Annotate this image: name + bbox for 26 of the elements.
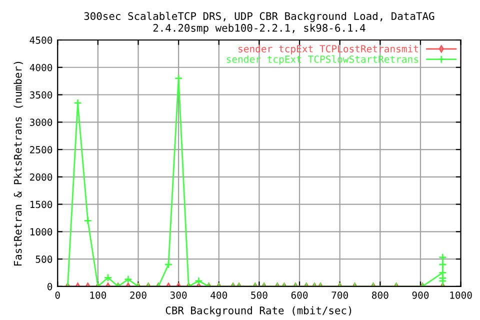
x-axis-title: CBR Background Rate (mbit/sec) — [166, 306, 352, 316]
y-tick-label: 1500 — [30, 200, 52, 208]
x-tick-label: 400 — [210, 291, 228, 299]
y-tick-label: 1000 — [30, 228, 52, 236]
y-tick-label: 2000 — [30, 173, 52, 181]
y-tick-label: 2500 — [30, 146, 52, 154]
x-tick-label: 900 — [412, 291, 429, 299]
y-tick-label: 4500 — [30, 36, 52, 44]
legend-label: sender tcpExt TCPLostRetransmit — [238, 44, 418, 54]
legend-label: sender tcpExt TCPSlowStartRetrans — [226, 55, 418, 65]
x-tick-label: 0 — [55, 291, 60, 299]
y-tick-label: 3500 — [30, 91, 52, 99]
y-axis-title: FastRetran & PktsRetrans (number) — [14, 62, 23, 266]
x-tick-label: 200 — [130, 291, 146, 299]
chart-title: 300sec ScalableTCP DRS, UDP CBR Background Load, DataTAG 2.4.20smp web100-2.2.1, sk98-6.1.4 — [84, 12, 434, 34]
x-tick-label: 300 — [170, 291, 187, 299]
x-tick-label: 100 — [90, 291, 106, 299]
y-tick-label: 0 — [48, 282, 52, 290]
y-tick-label: 4000 — [30, 64, 52, 72]
x-tick-label: 600 — [291, 291, 308, 299]
x-tick-label: 500 — [251, 291, 268, 299]
y-tick-label: 500 — [36, 256, 52, 263]
x-tick-label: 700 — [332, 291, 348, 299]
y-tick-label: 3000 — [30, 118, 52, 126]
x-tick-label: 1000 — [450, 291, 472, 299]
x-tick-label: 800 — [372, 291, 388, 299]
